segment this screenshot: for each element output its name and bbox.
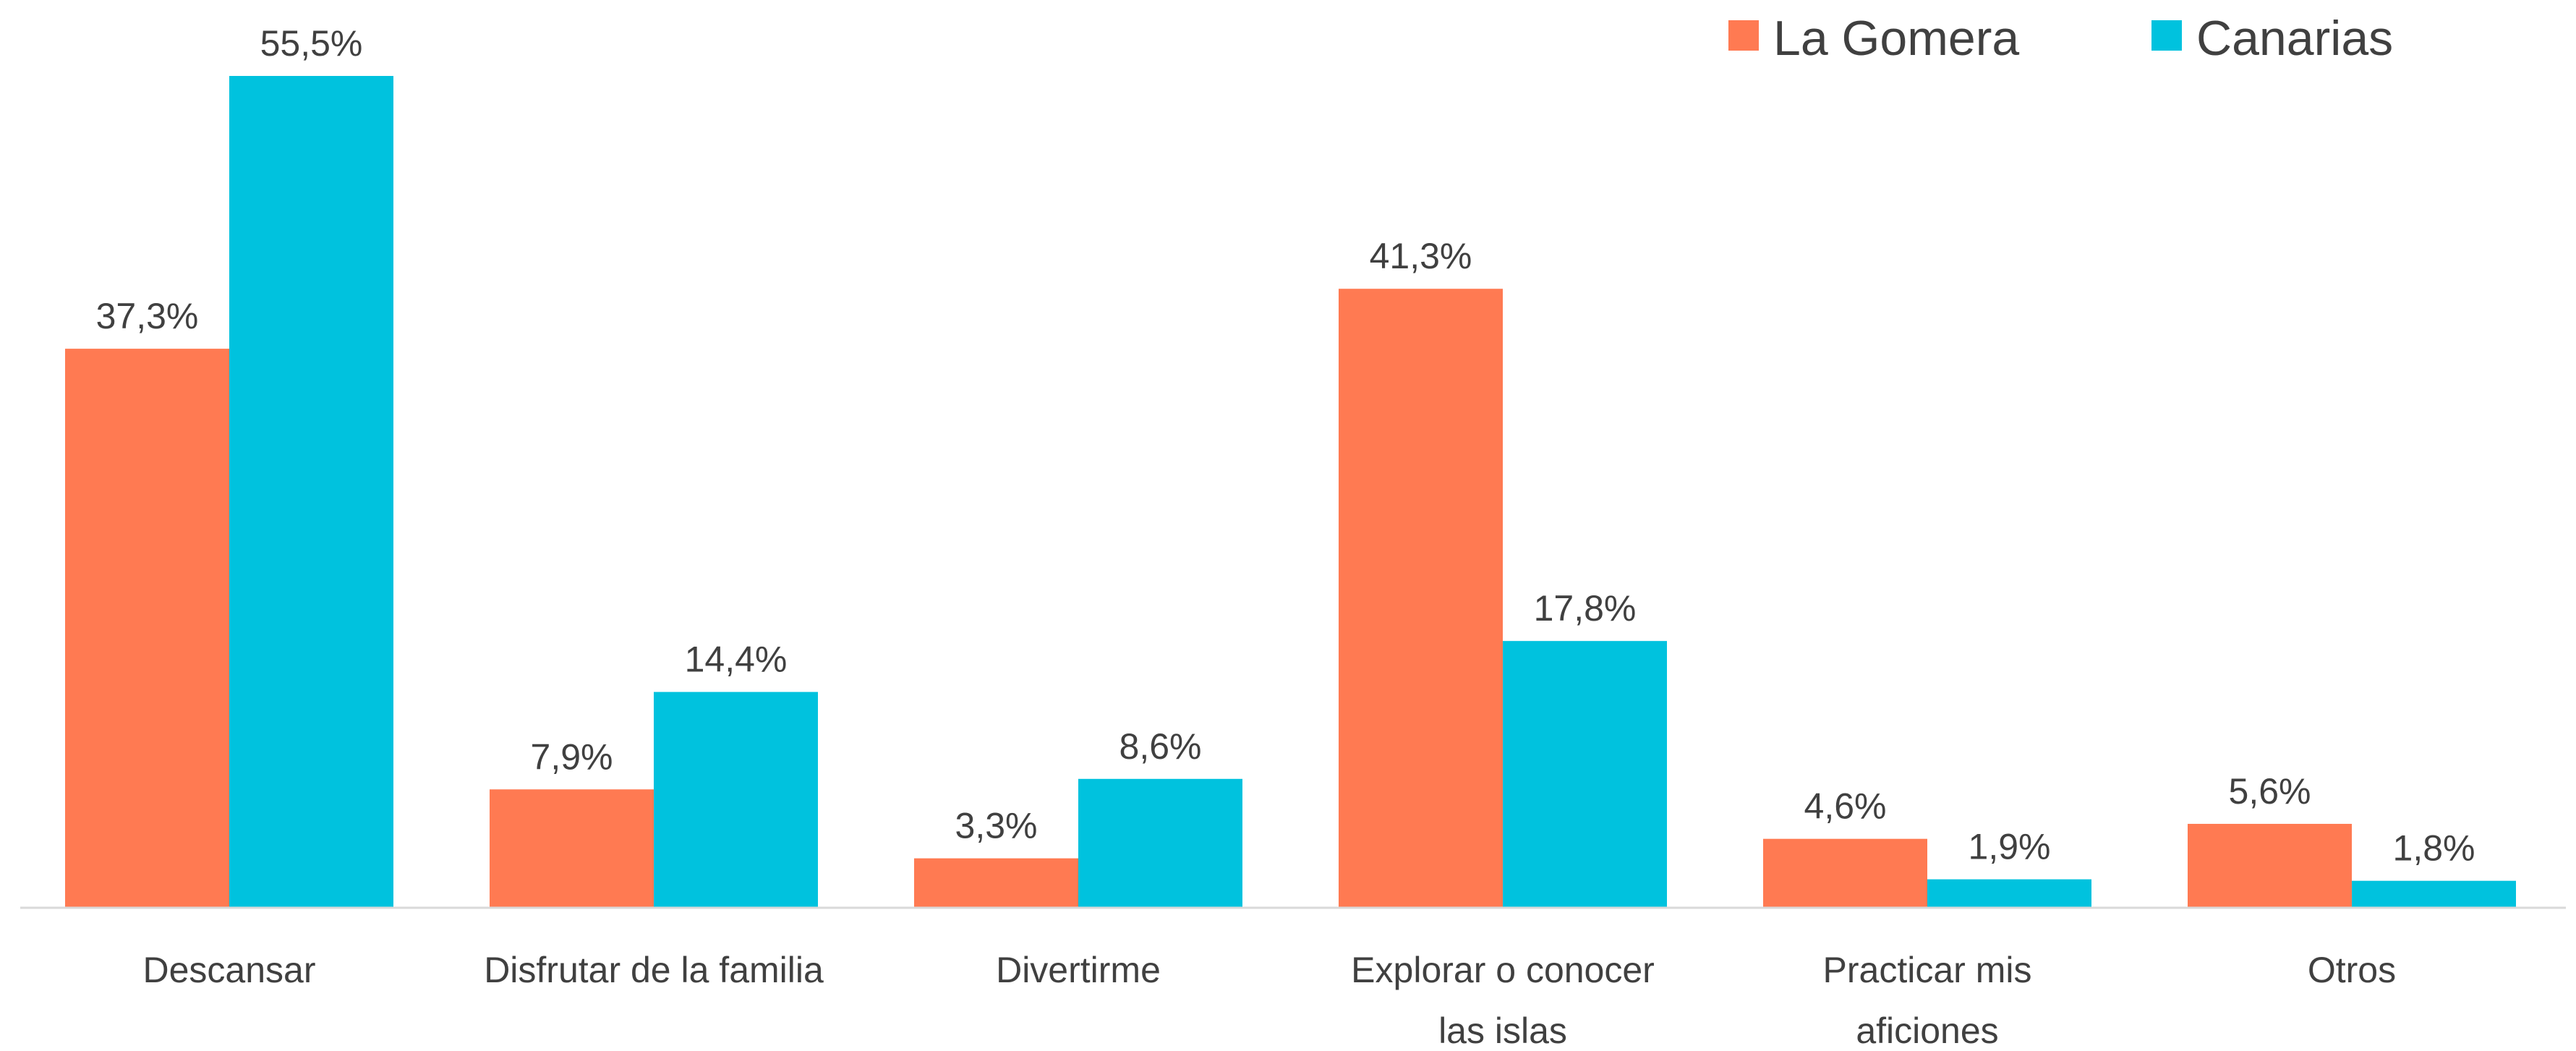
bar-canarias-2 (1078, 778, 1242, 908)
bar-la-gomera-4 (1763, 838, 1927, 908)
bar-canarias-3 (1503, 641, 1667, 908)
value-label: 1,8% (2393, 828, 2475, 869)
bars (65, 76, 2516, 908)
category-label: Practicar mis (1823, 950, 2032, 990)
category-label: las islas (1438, 1010, 1567, 1051)
bar-canarias-5 (2352, 880, 2516, 908)
category-label: Divertirme (996, 950, 1161, 990)
value-label: 1,9% (1969, 827, 2051, 867)
value-label: 37,3% (96, 296, 199, 336)
category-label: aficiones (1856, 1010, 1998, 1051)
bar-canarias-1 (654, 692, 818, 908)
bar-la-gomera-3 (1339, 289, 1503, 908)
value-label: 14,4% (685, 639, 788, 680)
value-label: 17,8% (1534, 588, 1637, 629)
value-label: 5,6% (2229, 771, 2311, 812)
legend-swatch (2151, 20, 2182, 51)
category-labels: Descansar Disfrutar de la familia Divertir… (143, 950, 2397, 1051)
value-labels: 37,3% 7,9% 3,3% 41,3% 4,6% 5,6% 55,5% 14,4% 8,6%… (96, 23, 2475, 869)
bar-la-gomera-1 (490, 789, 654, 908)
value-label: 3,3% (955, 806, 1038, 846)
category-label: Otros (2308, 950, 2396, 990)
category-label: Descansar (143, 950, 316, 990)
value-label: 7,9% (531, 736, 613, 777)
category-label: Explorar o conocer (1351, 950, 1655, 990)
value-label: 8,6% (1119, 726, 1202, 767)
legend-label: Canarias (2196, 11, 2393, 66)
legend: La Gomera Canarias (1728, 11, 2393, 66)
value-label: 4,6% (1804, 786, 1887, 827)
bar-canarias-4 (1927, 879, 2091, 908)
bar-la-gomera-0 (65, 349, 229, 908)
category-label: Disfrutar de la familia (484, 950, 824, 990)
legend-label: La Gomera (1773, 11, 2019, 66)
value-label: 41,3% (1370, 236, 1472, 276)
bar-la-gomera-2 (914, 858, 1078, 908)
bar-la-gomera-5 (2188, 823, 2352, 908)
value-label: 55,5% (260, 23, 363, 64)
bar-canarias-0 (229, 76, 393, 908)
legend-swatch (1728, 20, 1759, 51)
